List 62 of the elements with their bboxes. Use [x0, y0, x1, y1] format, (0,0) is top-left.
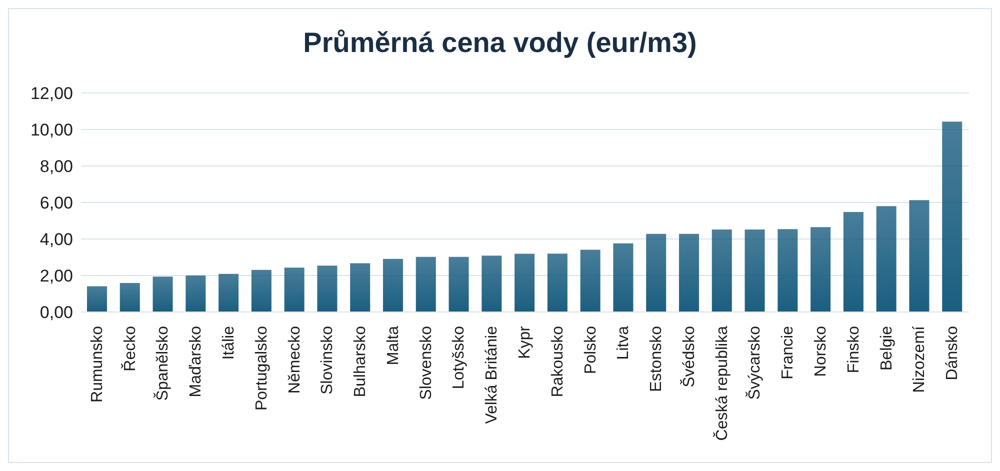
x-tick-label: Španělsko [154, 326, 172, 401]
x-tick-label: Lotyšsko [450, 326, 468, 390]
bar [744, 230, 765, 312]
x-tick-label: Norsko [812, 326, 830, 377]
bar [876, 206, 896, 312]
x-tick-label: Francie [780, 326, 797, 380]
y-tick-label: 0,00 [40, 303, 73, 322]
bar [284, 268, 304, 312]
x-tick-label: Finsko [845, 326, 862, 374]
bar [251, 270, 272, 312]
bar [843, 212, 864, 312]
x-tick-label: Portugalsko [253, 326, 270, 410]
x-tick-label: Slovinsko [319, 326, 336, 394]
bar [317, 266, 338, 312]
x-tick-label: Rakousko [549, 326, 566, 398]
y-tick-label: 6,00 [40, 194, 73, 213]
y-tick-label: 10,00 [30, 120, 73, 140]
x-tick-label: Švýcarsko [746, 326, 764, 400]
bar [712, 230, 732, 312]
bar [514, 254, 535, 312]
x-tick-label: Bulharsko [352, 326, 370, 398]
x-tick-label: Nizozemí [911, 325, 928, 393]
bar [448, 256, 469, 312]
bar [218, 274, 239, 312]
y-tick-label: 2,00 [40, 266, 73, 286]
x-tick-label: Estonsko [648, 326, 666, 392]
bar [547, 254, 568, 312]
x-tick-label: Slovensko [418, 326, 435, 400]
x-tick-label: Itálie [220, 326, 238, 360]
x-tick-label: Kypr [516, 325, 534, 359]
x-tick-label: Rumunsko [88, 326, 106, 402]
bar [613, 243, 634, 312]
x-tick-label: Belgie [878, 326, 896, 370]
bar [482, 256, 502, 312]
chart-title: Průměrná cena vody (eur/m3) [302, 26, 698, 60]
bar [646, 234, 666, 312]
bar [942, 122, 962, 312]
bar [778, 229, 798, 312]
x-tick-label: Německo [286, 326, 304, 394]
x-tick-label: Maďarsko [188, 326, 205, 398]
x-tick-label: Řecko [120, 326, 139, 372]
y-tick-label: 4,00 [40, 230, 73, 250]
x-tick-label: Dánsko [944, 326, 962, 380]
bar [383, 258, 403, 312]
bar [679, 234, 699, 312]
x-tick-label: Švédsko [680, 326, 698, 388]
bar [186, 276, 206, 312]
y-tick-label: 8,00 [40, 157, 73, 176]
bar [87, 286, 107, 312]
bar [120, 282, 140, 312]
x-tick-label: Malta [384, 326, 402, 366]
x-tick-label: Litva [615, 326, 632, 360]
bar [810, 227, 831, 312]
bar [580, 250, 600, 312]
x-tick-label: Polsko [582, 326, 600, 374]
bar [909, 200, 930, 312]
x-tick-label: Velká Británie [484, 326, 501, 424]
bar [152, 276, 173, 312]
bar [416, 256, 436, 312]
y-tick-label: 12,00 [30, 84, 73, 104]
x-tick-label: Česká republika [712, 326, 731, 441]
bar [350, 263, 370, 312]
